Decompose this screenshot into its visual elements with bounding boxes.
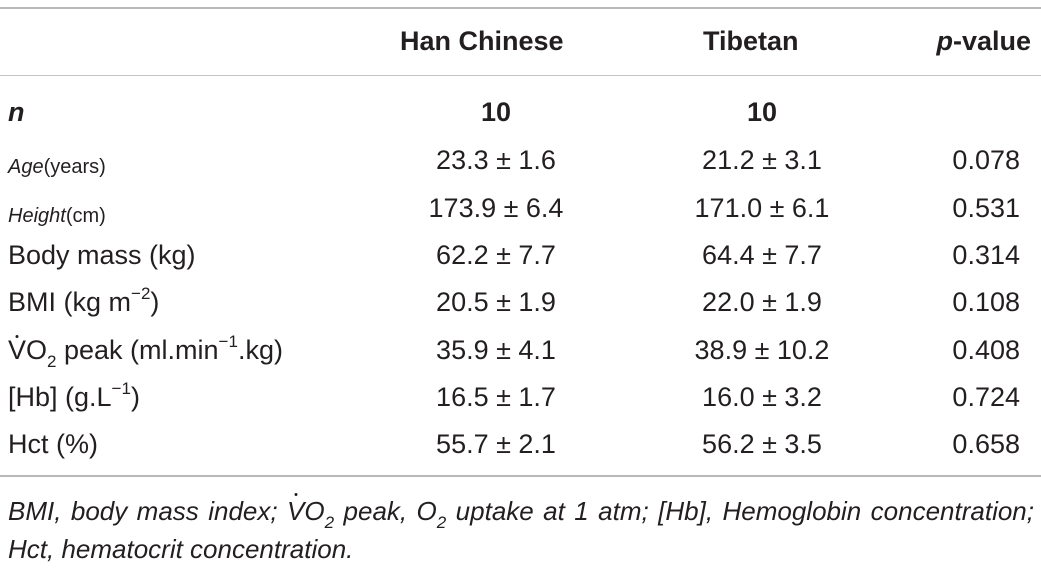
row-bodymass-label: Body mass (kg): [8, 240, 196, 270]
row-hb-label: [Hb] (g.L−1): [8, 379, 140, 413]
row-n-tibetan: 10: [746, 97, 778, 127]
row-height-label-b: (cm): [65, 205, 106, 227]
row-bodymass-p: 0.314: [952, 240, 1020, 270]
table-footnote: BMI, body mass index; VO2 peak, O2 uptak…: [8, 492, 1034, 568]
row-bodymass-han: 62.2 ± 7.7: [436, 240, 556, 270]
row-vo2-label-sup: −1: [218, 332, 238, 351]
row-hb-label-b: ): [130, 382, 140, 412]
top-rule: [0, 7, 1041, 9]
row-height-p: 0.531: [952, 193, 1020, 223]
row-vo2-label-sub: 2: [47, 352, 57, 372]
row-hct-tibetan: 56.2 ± 3.5: [702, 429, 822, 459]
row-hb-han: 16.5 ± 1.7: [436, 382, 556, 412]
row-hb-label-a: [Hb] (g.L: [8, 382, 112, 412]
row-bmi-label-a: BMI (kg m: [8, 287, 132, 317]
row-hb-label-sup: −1: [111, 379, 131, 398]
row-age-label: Age(years): [8, 148, 106, 183]
bottom-rule: [0, 475, 1041, 477]
header-p-value: p-value: [936, 25, 1031, 57]
row-height-han: 173.9 ± 6.4: [428, 193, 564, 223]
row-bodymass-tibetan: 64.4 ± 7.7: [702, 240, 822, 270]
row-bmi-p: 0.108: [952, 287, 1020, 317]
footnote-part1: BMI, body mass index;: [8, 496, 288, 526]
row-age-label-b: (years): [43, 156, 106, 178]
footnote-o: O: [304, 496, 325, 526]
row-height-label-a: Height: [8, 205, 66, 227]
footnote-sub1: 2: [324, 513, 335, 533]
row-hct-p: 0.658: [952, 429, 1020, 459]
row-height-label: Height(cm): [8, 197, 106, 232]
row-height-tibetan: 171.0 ± 6.1: [694, 193, 830, 223]
header-rule: [0, 75, 1041, 76]
row-hb-tibetan: 16.0 ± 3.2: [702, 382, 822, 412]
footnote-v: V: [287, 492, 304, 530]
row-bmi-tibetan: 22.0 ± 1.9: [702, 287, 822, 317]
header-tibetan: Tibetan: [703, 26, 799, 56]
footnote-part3: uptake at 1 atm; [Hb], Hemoglobin concen…: [8, 496, 1041, 564]
row-bmi-label: BMI (kg m−2): [8, 284, 160, 318]
row-age-tibetan: 21.2 ± 3.1: [702, 145, 822, 175]
row-vo2-label-o: O: [26, 335, 48, 365]
row-vo2-p: 0.408: [952, 335, 1020, 365]
row-age-p: 0.078: [952, 145, 1020, 175]
header-p-italic: p: [936, 26, 953, 56]
row-bmi-han: 20.5 ± 1.9: [436, 287, 556, 317]
row-hct-label: Hct (%): [8, 429, 98, 459]
footnote-part2: peak, O: [334, 496, 437, 526]
row-age-label-a: Age: [8, 156, 44, 178]
row-hct-han: 55.7 ± 2.1: [436, 429, 556, 459]
row-bmi-label-sup: −2: [131, 284, 151, 303]
row-vo2-tibetan: 38.9 ± 10.2: [694, 335, 830, 365]
row-hb-p: 0.724: [952, 382, 1020, 412]
row-vo2-label-c: .kg): [237, 335, 283, 365]
row-age-han: 23.3 ± 1.6: [436, 145, 556, 175]
row-vo2-label-v: V: [8, 335, 27, 365]
header-p-rest: -value: [952, 26, 1031, 56]
footnote-sub2: 2: [436, 513, 447, 533]
header-han-chinese: Han Chinese: [400, 26, 564, 56]
row-vo2-han: 35.9 ± 4.1: [436, 335, 556, 365]
row-vo2-label: VO2 peak (ml.min−1.kg): [8, 332, 283, 370]
row-vo2-label-b: peak (ml.min: [56, 335, 219, 365]
row-n-label: n: [8, 97, 25, 127]
row-bmi-label-b: ): [150, 287, 160, 317]
row-n-han: 10: [480, 97, 512, 127]
